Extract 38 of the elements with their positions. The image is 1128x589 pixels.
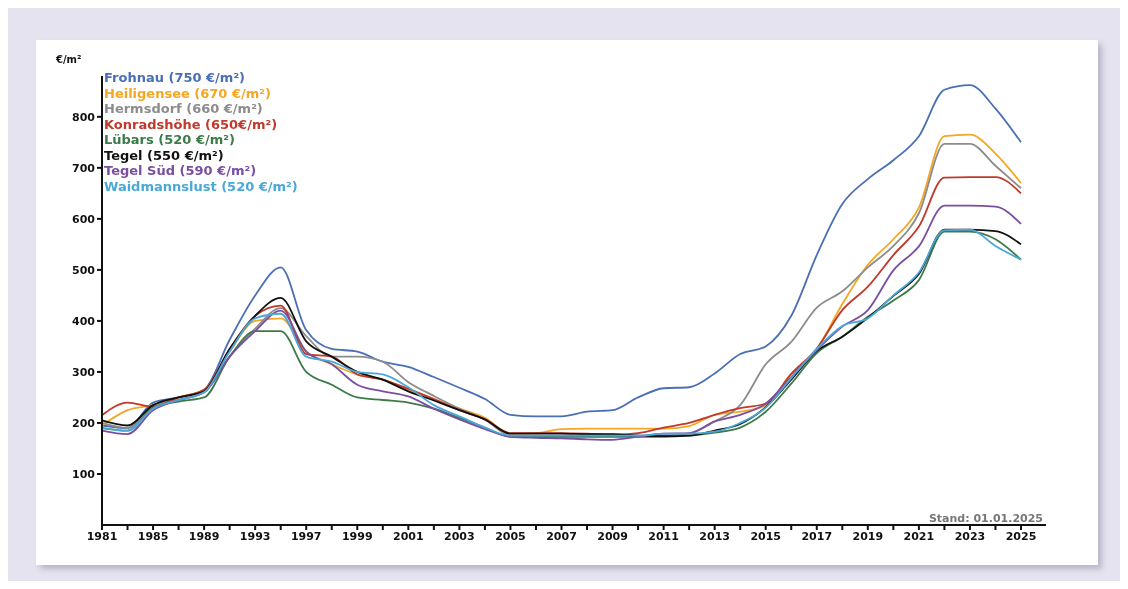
- x-tick-label: 2019: [852, 529, 884, 543]
- x-tick-label: 1981: [86, 529, 118, 543]
- x-tick-label: 2015: [750, 529, 782, 543]
- x-tick-label: 2023: [954, 529, 986, 543]
- x-tick-label: 1985: [137, 529, 169, 543]
- y-tick-label: 500: [72, 263, 96, 277]
- text: Frohnau (750 €/m²): [104, 70, 247, 86]
- y-tick-label: 100: [72, 467, 96, 481]
- text: Hermsdorf (660 €/m²): [104, 101, 264, 117]
- x-tick-label: 2021: [903, 529, 935, 543]
- text: Konradshöhe (650€/m²): [104, 116, 279, 132]
- x-tick-label: 1999: [341, 529, 373, 543]
- x-tick-label: 1997: [290, 529, 322, 543]
- y-tick-label: 600: [72, 212, 96, 226]
- x-tick-label: 2005: [495, 529, 526, 543]
- text: Waidmannslust (520 €/m²): [104, 178, 298, 194]
- x-tick-label: 2003: [444, 529, 475, 543]
- line-series: [101, 84, 1022, 429]
- text: Tegel Süd (590 €/m²): [104, 163, 258, 179]
- annotation: Stand: 01.01.2025: [928, 512, 1043, 525]
- y-tick-label: 300: [72, 365, 96, 379]
- x-tick-label: 2007: [546, 529, 577, 543]
- y-tick-label: 400: [72, 314, 96, 328]
- y-tick-label: 800: [72, 110, 96, 124]
- y-axis-title: €/m²: [56, 54, 82, 65]
- x-tick-label: 2009: [597, 529, 628, 543]
- text: Heiligensee (670 €/m²): [104, 85, 272, 101]
- x-tick-label: 2017: [801, 529, 833, 543]
- x-tick-label: 1989: [188, 529, 220, 543]
- x-tick-label: 2025: [1005, 529, 1037, 543]
- x-tick-label: 2013: [699, 529, 730, 543]
- x-tick-label: 2001: [393, 529, 424, 543]
- x-tick-label: 2011: [648, 529, 679, 543]
- text: Lübars (520 €/m²): [104, 132, 236, 148]
- x-tick-label: 1993: [239, 529, 271, 543]
- y-tick-label: 700: [72, 161, 96, 175]
- y-tick-label: 200: [72, 416, 96, 430]
- text: Tegel (550 €/m²): [104, 147, 225, 163]
